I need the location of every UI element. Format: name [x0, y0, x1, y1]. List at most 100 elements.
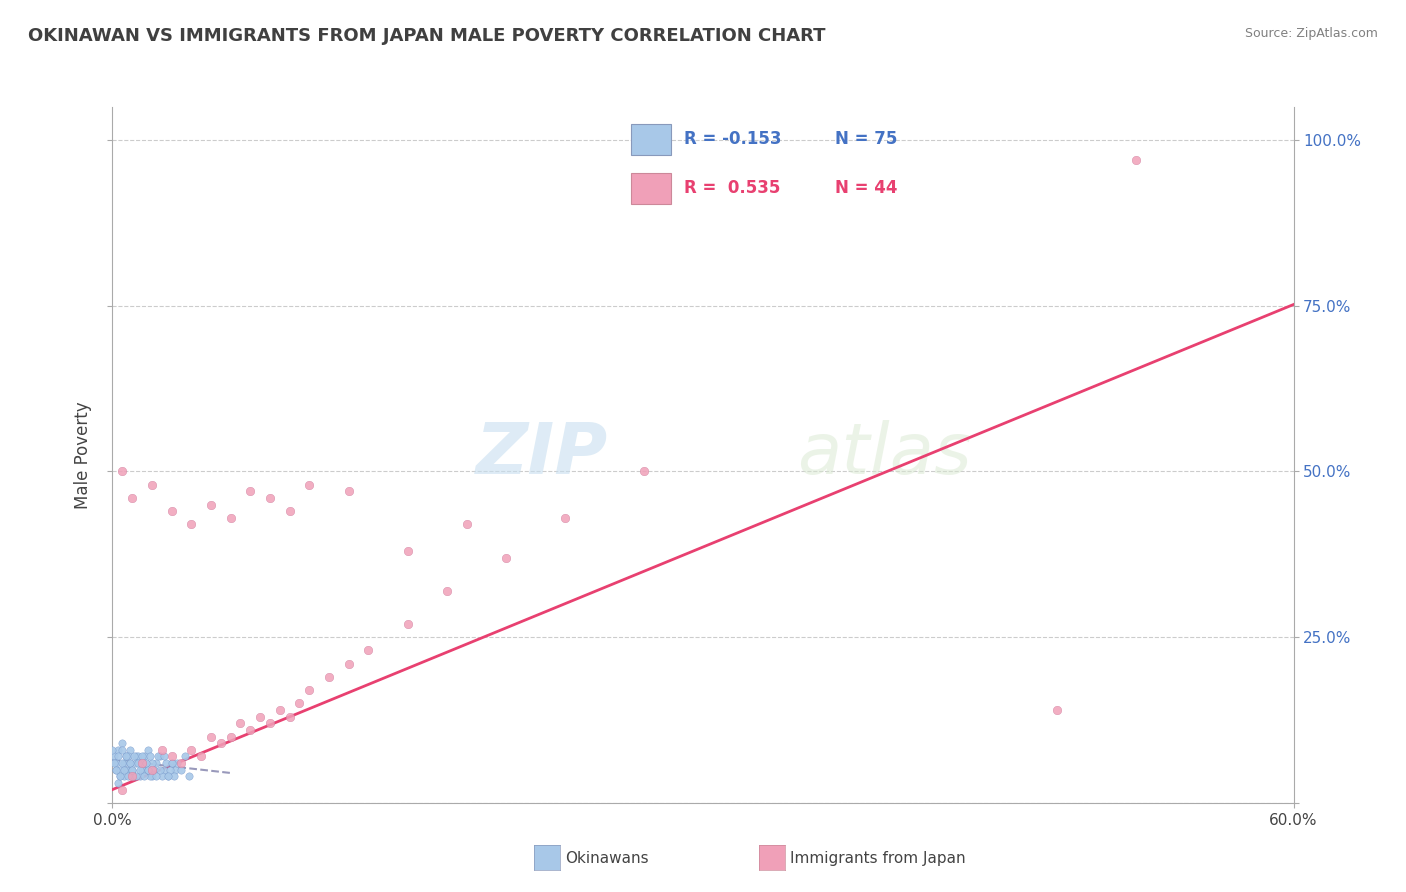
- Point: [495, 550, 517, 565]
- Bar: [631, 124, 671, 154]
- Text: ZIP: ZIP: [477, 420, 609, 490]
- Point: [117, 763, 139, 777]
- Point: [131, 756, 153, 770]
- Point: [136, 743, 159, 757]
- Point: [436, 583, 458, 598]
- Point: [105, 763, 128, 777]
- Point: [190, 749, 212, 764]
- Point: [269, 703, 291, 717]
- Point: [179, 769, 201, 783]
- Point: [162, 769, 184, 783]
- Point: [135, 756, 157, 770]
- Point: [357, 643, 380, 657]
- Point: [174, 749, 197, 764]
- Point: [142, 763, 165, 777]
- Point: [229, 716, 252, 731]
- Point: [149, 763, 172, 777]
- Point: [105, 763, 128, 777]
- Point: [150, 743, 173, 757]
- Point: [145, 756, 167, 770]
- Point: [110, 769, 132, 783]
- Point: [127, 749, 149, 764]
- Point: [318, 670, 340, 684]
- Point: [139, 749, 162, 764]
- Point: [132, 749, 155, 764]
- Point: [112, 756, 135, 770]
- Point: [125, 769, 148, 783]
- Point: [135, 756, 157, 770]
- Point: [122, 749, 145, 764]
- Point: [141, 769, 163, 783]
- Point: [125, 749, 148, 764]
- Point: [456, 517, 478, 532]
- Point: [121, 763, 143, 777]
- Text: OKINAWAN VS IMMIGRANTS FROM JAPAN MALE POVERTY CORRELATION CHART: OKINAWAN VS IMMIGRANTS FROM JAPAN MALE P…: [28, 27, 825, 45]
- Point: [249, 709, 271, 723]
- Point: [259, 716, 281, 731]
- Point: [160, 749, 183, 764]
- Point: [180, 743, 202, 757]
- Point: [121, 491, 143, 505]
- Point: [1046, 703, 1069, 717]
- Point: [200, 498, 222, 512]
- Point: [159, 763, 181, 777]
- Point: [103, 756, 125, 770]
- Point: [160, 504, 183, 518]
- Point: [160, 756, 183, 770]
- Text: R = -0.153: R = -0.153: [683, 130, 782, 148]
- Point: [155, 756, 177, 770]
- Point: [121, 769, 143, 783]
- Point: [132, 769, 155, 783]
- Point: [111, 465, 134, 479]
- Point: [337, 484, 360, 499]
- Point: [131, 763, 153, 777]
- Point: [160, 756, 183, 770]
- Point: [107, 743, 129, 757]
- Point: [165, 763, 187, 777]
- Point: [129, 756, 152, 770]
- Point: [146, 749, 169, 764]
- Point: [298, 683, 321, 698]
- Point: [554, 511, 576, 525]
- Point: [125, 756, 148, 770]
- Point: [141, 763, 163, 777]
- Point: [152, 763, 174, 777]
- Point: [180, 517, 202, 532]
- Point: [127, 756, 149, 770]
- Point: [121, 769, 143, 783]
- Point: [117, 749, 139, 764]
- Point: [170, 763, 193, 777]
- Text: Source: ZipAtlas.com: Source: ZipAtlas.com: [1244, 27, 1378, 40]
- Point: [239, 484, 262, 499]
- Point: [132, 763, 155, 777]
- Point: [200, 730, 222, 744]
- Point: [120, 756, 142, 770]
- Point: [117, 769, 139, 783]
- Point: [633, 465, 655, 479]
- Point: [219, 511, 242, 525]
- Point: [129, 763, 152, 777]
- Point: [103, 749, 125, 764]
- Text: Immigrants from Japan: Immigrants from Japan: [790, 851, 966, 865]
- Point: [259, 491, 281, 505]
- Point: [170, 756, 193, 770]
- Point: [278, 504, 301, 518]
- Point: [209, 736, 232, 750]
- Text: N = 75: N = 75: [835, 130, 897, 148]
- Point: [122, 769, 145, 783]
- Point: [136, 763, 159, 777]
- Point: [1125, 153, 1147, 167]
- Point: [166, 756, 188, 770]
- Point: [145, 769, 167, 783]
- Point: [396, 616, 419, 631]
- Point: [139, 769, 162, 783]
- Point: [150, 769, 173, 783]
- Point: [278, 709, 301, 723]
- Point: [107, 776, 129, 790]
- Point: [152, 749, 174, 764]
- Point: [288, 697, 311, 711]
- Bar: [631, 173, 671, 204]
- Point: [111, 743, 134, 757]
- Text: R =  0.535: R = 0.535: [683, 179, 780, 197]
- Point: [111, 736, 134, 750]
